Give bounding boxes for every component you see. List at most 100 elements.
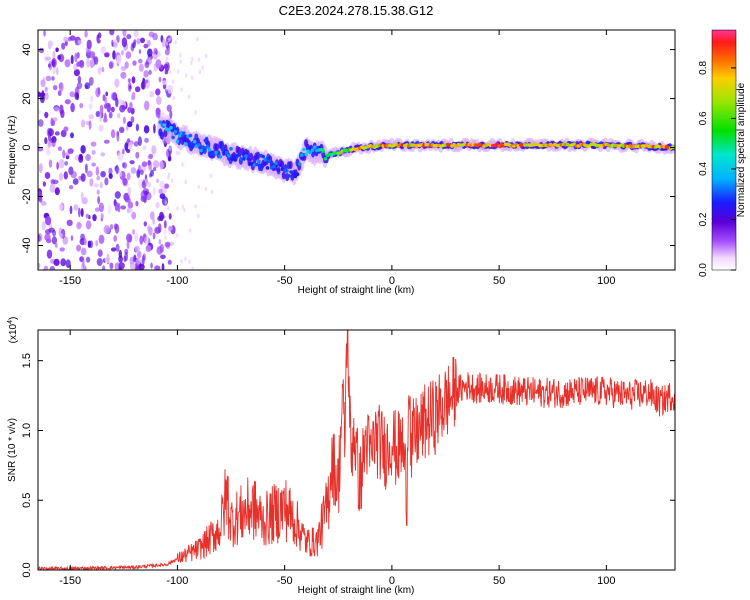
- colorbar: 0.0 0.2 0.4 0.6 0.8 Normalized spectral ampl…: [698, 29, 747, 277]
- spectrogram-speckle: [154, 265, 161, 270]
- spectrogram-speckle: [153, 186, 156, 196]
- spectrogram-speckle: [93, 56, 99, 65]
- spectrogram-speckle: [122, 178, 128, 186]
- spectrogram-ridge-core: [182, 131, 186, 135]
- spectrogram-speckle: [108, 173, 113, 180]
- spectrogram-speckle: [64, 99, 71, 105]
- spectrogram-speckle: [120, 66, 127, 71]
- svg-text:(x104): (x104): [7, 317, 19, 344]
- spectrogram-speckle: [114, 78, 120, 88]
- spectrogram-speckle: [47, 40, 54, 48]
- spectrogram-speckle: [171, 79, 175, 84]
- spectrogram-speckle: [147, 160, 151, 166]
- spectrogram-speckle: [175, 150, 179, 155]
- spectrogram-ridge-core: [295, 172, 300, 176]
- spectrogram-speckle: [70, 102, 75, 113]
- spectrogram-speckle: [112, 39, 118, 49]
- spectrogram-speckle: [129, 102, 133, 109]
- spectrogram-ridge-band: [256, 151, 261, 160]
- spectrogram-speckle: [106, 253, 110, 262]
- spectrogram-speckle: [147, 48, 153, 57]
- spectrogram-speckle: [127, 121, 133, 128]
- spectrogram-speckle: [63, 36, 69, 42]
- spectrogram-speckle: [97, 66, 102, 75]
- spectrogram-speckle: [100, 46, 106, 55]
- spectrogram-speckle: [127, 186, 132, 197]
- snr-series-line: [38, 330, 675, 570]
- spectrogram-speckle: [88, 120, 92, 130]
- colorbar-axis: 0.0 0.2 0.4 0.6 0.8: [698, 61, 736, 277]
- spectrogram-speckle: [80, 233, 85, 241]
- spectrogram-speckle: [65, 259, 71, 269]
- spectrogram-speckle: [85, 220, 92, 230]
- spectrogram-speckle: [177, 69, 180, 74]
- spectrogram-speckle: [73, 63, 78, 71]
- spectrogram-speckle: [80, 173, 86, 182]
- spectrogram-speckle: [127, 78, 131, 83]
- snr-y-tick-label: 0.0: [21, 562, 33, 577]
- spectrogram-ridge-core: [184, 142, 188, 146]
- spectrogram-ridge-core: [321, 149, 326, 153]
- spectrogram-speckle: [83, 237, 87, 246]
- spectrogram-speckle: [149, 90, 155, 98]
- spectrogram-speckle: [139, 235, 144, 245]
- colorbar-tick-label: 0.6: [698, 111, 709, 125]
- spectrogram-speckle: [117, 152, 124, 162]
- spectrogram-speckle: [85, 256, 91, 263]
- spectrogram-speckle: [145, 178, 148, 185]
- spectrogram-ridge-band: [214, 143, 219, 152]
- spectrogram-speckle: [76, 82, 83, 90]
- spectrogram-ridge-core: [278, 163, 283, 167]
- spectrogram-speckle: [143, 221, 147, 227]
- spectrogram-speckle: [115, 164, 119, 175]
- spectrogram-speckle: [62, 149, 66, 159]
- snr-x-label: Height of straight line (km): [298, 585, 415, 596]
- spectrogram-speckle: [180, 259, 183, 264]
- spectrogram-speckle: [59, 232, 63, 239]
- spectrogram-speckle: [69, 35, 76, 41]
- spectrogram-speckle: [51, 76, 55, 81]
- spectrogram-speckle: [130, 116, 135, 123]
- spectrogram-speckle: [52, 117, 58, 122]
- spectrogram-speckle: [110, 106, 115, 113]
- spectrogram-speckle: [157, 223, 162, 234]
- spectrogram-speckle: [104, 52, 110, 58]
- spectrogram-ridge-core: [171, 135, 175, 140]
- spectrogram-speckle: [66, 219, 73, 226]
- spectrogram-speckle: [117, 113, 121, 119]
- spectrogram-speckle: [122, 30, 127, 37]
- spectrogram-speckle: [114, 223, 120, 234]
- spectrogram-speckle: [38, 109, 42, 114]
- spectrogram-speckle: [50, 138, 55, 143]
- spectrogram-speckle: [70, 132, 74, 139]
- spectrogram-speckle: [84, 82, 91, 90]
- spectrogram-ridge-core: [167, 128, 171, 132]
- spectrogram-speckle: [85, 213, 90, 219]
- spectrogram-speckle: [59, 172, 63, 181]
- spectrogram-speckle: [120, 205, 127, 210]
- spectrogram-speckle: [64, 161, 68, 166]
- spectrogram-speckle: [126, 172, 131, 181]
- spectrogram-speckle: [176, 233, 179, 238]
- spectrogram-speckle: [96, 175, 101, 181]
- spectrogram-speckle: [44, 172, 51, 179]
- spectrogram-speckle: [84, 30, 88, 38]
- spectrogram-speckle: [143, 100, 150, 111]
- spectrogram-speckle: [44, 137, 48, 145]
- spectrogram-speckle: [43, 30, 46, 37]
- spectrogram-ridge-core: [237, 153, 242, 157]
- spectrogram-speckle: [133, 30, 139, 38]
- spectrogram-speckle: [68, 185, 74, 190]
- spectrogram-speckle: [209, 173, 213, 179]
- spectrogram-speckle: [104, 177, 109, 186]
- spectrogram-speckle: [129, 160, 135, 165]
- spectrogram-speckle: [143, 125, 150, 134]
- spectrogram-speckle: [53, 106, 60, 112]
- spectrogram-speckle: [169, 110, 173, 119]
- spectrogram-speckle: [114, 191, 121, 199]
- spectrogram-speckle: [95, 207, 100, 212]
- spectrogram-speckle: [156, 51, 161, 57]
- spectrogram-ridge-core: [192, 139, 197, 144]
- spectrogram-ridge-core: [162, 123, 167, 127]
